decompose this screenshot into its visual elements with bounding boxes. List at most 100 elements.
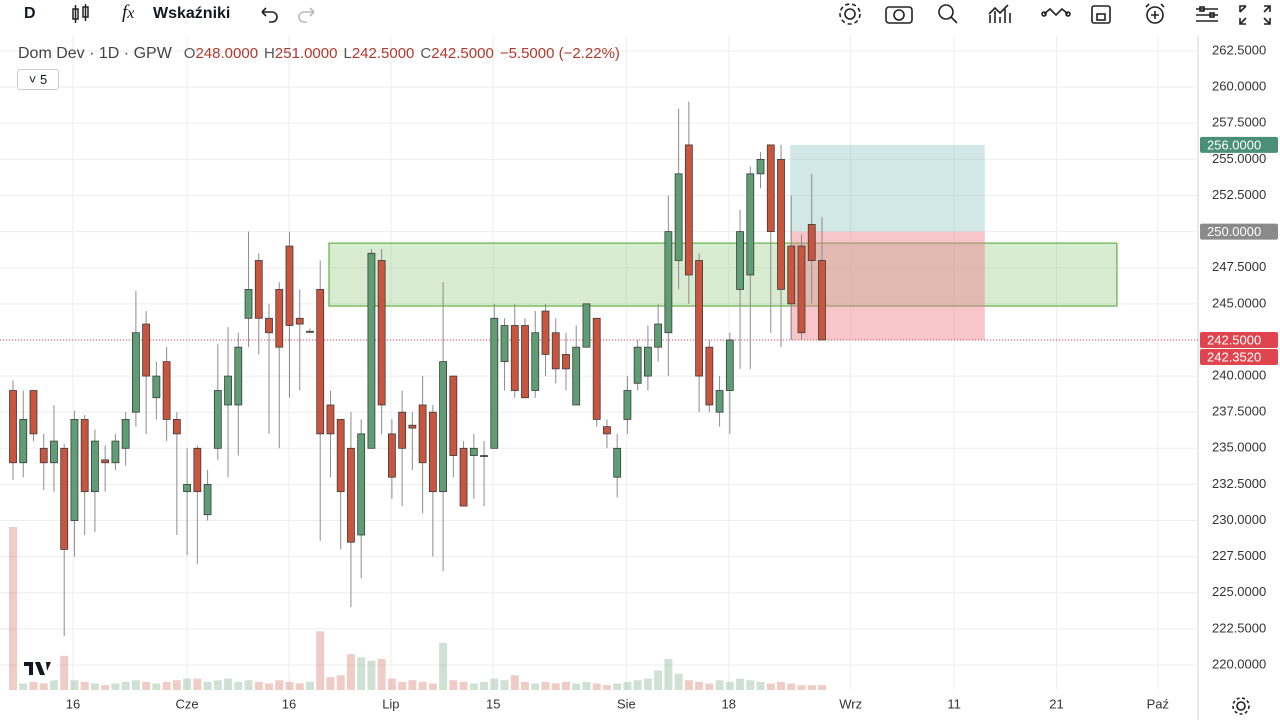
volume-bar [766,683,775,690]
x-tick-label: Cze [176,696,199,711]
volume-bar [551,683,560,690]
volume-bar [224,678,233,690]
volume-bar [674,673,683,690]
candle-body [490,317,499,449]
volume-bar [183,678,192,690]
candle-body [695,260,703,377]
volume-bar [654,670,663,690]
price-label: 242.5000 [1207,332,1261,347]
candle-body [521,325,529,399]
candle-body [244,288,253,319]
volume-bar [490,678,499,690]
fx-icon[interactable]: fx [122,2,135,23]
candle-body [172,419,181,435]
candle-body [60,447,69,550]
x-tick-label: 18 [722,696,736,711]
volume-bar [234,681,243,690]
candle-body [398,411,407,449]
chart-type-icon[interactable] [70,4,92,24]
price-label-box [1200,223,1278,240]
candle-body [162,361,171,420]
candle-body [633,346,642,384]
volume-bar [305,681,314,690]
change: −5.5000 (−2.22%) [499,45,620,62]
candle-body [50,440,58,464]
undo-redo[interactable] [258,4,318,24]
candle-body [9,390,17,464]
tv-logo [20,655,56,681]
volume-bar [756,681,765,690]
volume-bar [777,681,786,690]
candle-body [756,158,765,175]
volume-bar [39,683,48,690]
x-tick-label: Wrz [839,696,862,711]
y-tick-label: 237.5000 [1212,404,1266,419]
candle-body [643,346,652,377]
candle-body [510,325,519,391]
volume-bar [346,654,355,690]
candle-body [183,484,191,493]
candle-body [111,440,120,464]
profit-zone [790,144,985,232]
volume-bar [326,676,335,690]
symbol-button[interactable]: D [24,5,36,22]
volume-bar [541,681,550,690]
volume-bar [295,683,304,690]
candle-body [275,288,284,348]
candle-body [131,332,140,413]
y-tick-label: 232.5000 [1212,476,1266,491]
volume-bar [684,680,693,690]
candle-body [541,310,550,355]
candle-body [500,325,509,363]
y-tick-label: 257.5000 [1212,115,1266,130]
indicators-button[interactable]: Wskaźniki [153,5,231,22]
candle-body [152,375,161,399]
candle-body [387,433,396,478]
volume-bar [561,681,570,690]
toolbar-icons[interactable] [834,2,1274,26]
volume-bar [531,683,540,690]
candle-body [449,375,458,456]
candle-body [234,346,243,406]
settings-icon[interactable] [1230,695,1252,717]
candle-body [684,144,693,276]
candle-body [623,390,632,420]
volume-bar [90,683,99,690]
candle-body [265,317,273,334]
collapse-button[interactable]: ˅ 5 [17,69,59,90]
y-tick-label: 240.0000 [1212,368,1266,383]
x-tick-label: 15 [486,696,500,711]
y-tick-label: 247.5000 [1212,259,1266,274]
candle-body [193,447,202,493]
volume-bar [602,685,611,690]
volume-bar [203,681,212,690]
candle-body [469,447,478,456]
volume-bar [428,683,437,690]
candle-body [562,354,570,370]
volume-bar [459,681,468,690]
ohlc-value: 251.0000 [274,45,338,62]
candle-body [664,231,673,334]
volume-bar [162,681,171,690]
candle-body [582,303,591,348]
volume-bar [193,678,202,690]
volume-bar [705,683,714,690]
toolbar: D fx Wskaźniki [0,0,1280,28]
candle-body [306,330,314,333]
price-label-box [1200,348,1278,365]
candle-body [603,426,611,435]
volume-bar [817,685,826,690]
volume-bar [469,683,478,690]
ohlc-key: H [264,45,275,62]
volume-bar [623,681,632,690]
candle-body [705,346,714,406]
candle-body [766,144,775,233]
candle-body [807,223,816,261]
zone [328,242,1118,307]
volume-bar [367,660,376,690]
price-label: 256.0000 [1207,137,1261,152]
candle-body [654,323,663,348]
x-tick-label: 16 [282,696,296,711]
y-tick-label: 222.5000 [1212,620,1266,635]
candle-body [787,245,796,305]
